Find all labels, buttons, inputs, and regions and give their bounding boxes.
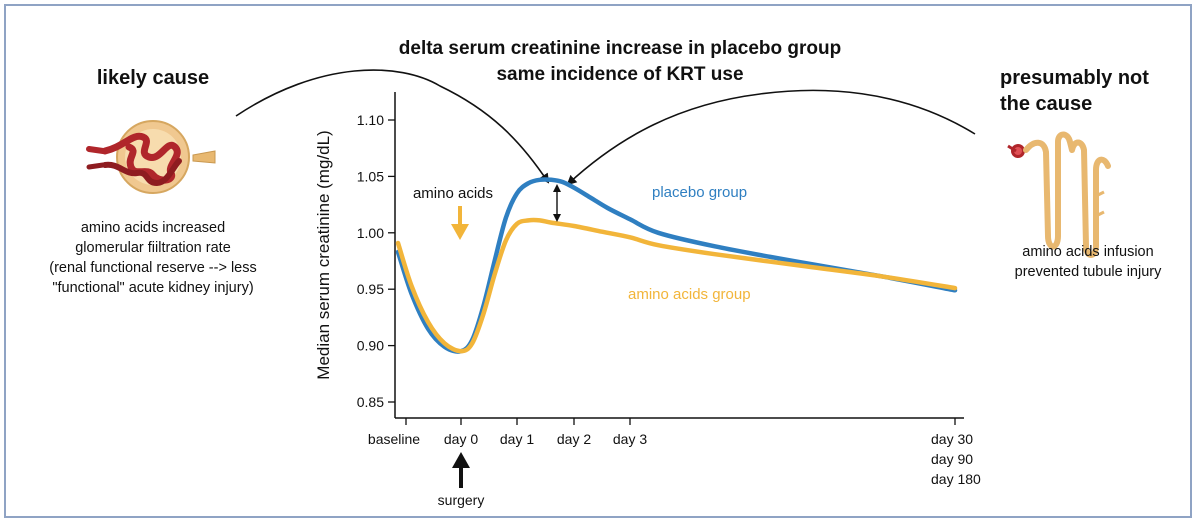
amino-acids-arrow-icon — [451, 206, 469, 240]
left-panel-text-line: glomerular fiiltration rate — [75, 240, 231, 256]
x-tick-label: day 0 — [444, 431, 478, 447]
amino-series-line — [395, 217, 958, 354]
amino-series-label: amino acids group — [628, 286, 751, 303]
right-panel-title-line1: presumably not — [1000, 67, 1149, 89]
placebo-series-label: placebo group — [652, 184, 747, 201]
y-tick-label: 1.05 — [357, 168, 384, 184]
x-tick-label: day 90 — [931, 451, 973, 467]
y-tick-label: 1.10 — [357, 112, 384, 128]
right-panel-title-line2: the cause — [1000, 93, 1092, 115]
y-tick-label: 0.85 — [357, 394, 384, 410]
chart-title-line2: same incidence of KRT use — [496, 64, 743, 85]
left-panel-text-line: amino acids increased — [81, 220, 225, 236]
y-tick-label: 1.00 — [357, 225, 384, 241]
x-tick-label: day 2 — [557, 431, 591, 447]
x-tick-label: day 30 — [931, 431, 973, 447]
right-arc-arrow — [566, 89, 976, 186]
x-ticks: baseline day 0 day 1 day 2 day 3 day 30 day 90… — [368, 418, 981, 487]
figure-frame — [4, 4, 1192, 518]
kidney-tubule-icon — [1007, 131, 1111, 258]
y-axis-label: Median serum creatinine (mg/dL) — [314, 130, 333, 379]
series-lines — [395, 177, 958, 354]
chart-title-line1: delta serum creatinine increase in place… — [399, 38, 841, 59]
left-arc-arrow — [235, 69, 550, 184]
surgery-label: surgery — [438, 492, 485, 508]
left-panel-text-line: (renal functional reserve --> less — [49, 260, 257, 276]
kidney-glomerulus-icon — [86, 120, 216, 194]
surgery-arrow-icon — [452, 452, 470, 488]
y-ticks: 1.10 1.05 1.00 0.95 0.90 0.85 — [357, 112, 395, 410]
right-panel-text-line: amino acids infusion — [1022, 244, 1153, 260]
amino-acids-annotation: amino acids — [413, 185, 493, 202]
y-tick-label: 0.90 — [357, 338, 384, 354]
delta-double-arrow — [553, 184, 561, 222]
left-panel-title: likely cause — [97, 67, 209, 89]
y-tick-label: 0.95 — [357, 281, 384, 297]
x-tick-label: day 1 — [500, 431, 534, 447]
left-panel-text-line: "functional" acute kidney injury) — [52, 280, 253, 296]
x-tick-label: baseline — [368, 431, 420, 447]
x-tick-label: day 3 — [613, 431, 647, 447]
right-panel-text-line: prevented tubule injury — [1015, 264, 1162, 280]
x-tick-label: day 180 — [931, 471, 981, 487]
